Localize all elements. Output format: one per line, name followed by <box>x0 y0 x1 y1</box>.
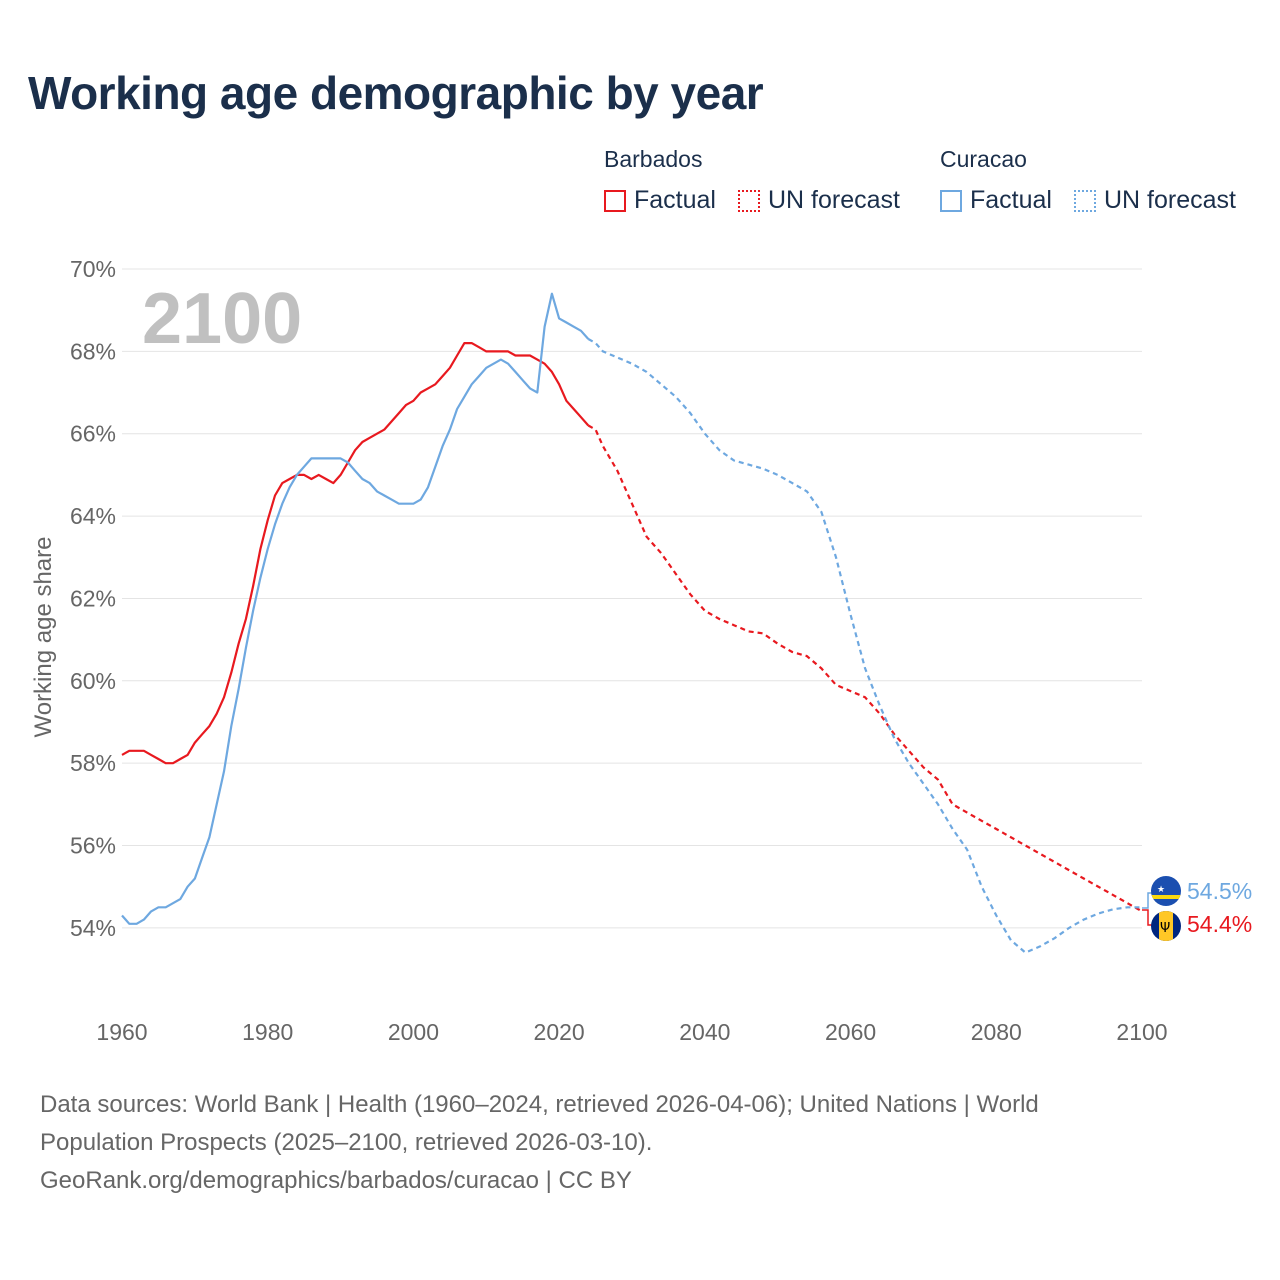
grid <box>122 268 1142 929</box>
legend-curacao-title: Curacao <box>940 146 1027 172</box>
legend-curacao-factual[interactable]: Factual <box>940 186 1052 215</box>
legend-label: UN forecast <box>768 186 900 214</box>
x-tick-label: 2100 <box>1116 1019 1167 1045</box>
year-watermark: 2100 <box>142 279 302 359</box>
legend-dotted-swatch <box>1074 189 1096 212</box>
svg-text:Ψ: Ψ <box>1160 921 1170 936</box>
barbados-factual-line <box>121 342 590 765</box>
source-note: Data sources: World Bank | Health (1960–… <box>40 1086 1240 1200</box>
x-tick-label: 1960 <box>96 1019 147 1045</box>
y-tick-label: 64% <box>70 503 116 529</box>
curacao-forecast-line <box>587 338 1142 954</box>
x-axis: 1960 1980 2000 2020 2040 2060 2080 2100 <box>96 1019 1167 1045</box>
legend-barbados-factual[interactable]: Factual <box>604 186 716 215</box>
x-tick-label: 1980 <box>242 1019 293 1045</box>
curacao-end-value: 54.5% <box>1187 878 1252 904</box>
x-tick-label: 2080 <box>971 1019 1022 1045</box>
legend-curacao-forecast[interactable]: UN forecast <box>1074 186 1236 215</box>
y-tick-label: 62% <box>70 585 116 611</box>
barbados-forecast-line <box>587 424 1143 913</box>
y-axis: 54% 56% 58% 60% 62% 64% 66% 68% 70% <box>70 256 116 941</box>
y-tick-label: 60% <box>70 668 116 694</box>
curacao-flag-icon: ★ <box>1151 876 1181 906</box>
series-lines <box>121 292 1143 954</box>
barbados-flag-icon: Ψ <box>1151 911 1181 941</box>
line-chart: 2100 54% 56% 58% 60% 62% 64% 66% 68% 70% 1960 198… <box>30 256 1252 1045</box>
legend-barbados-forecast[interactable]: UN forecast <box>738 186 900 215</box>
y-tick-label: 56% <box>70 833 116 859</box>
y-tick-label: 66% <box>70 421 116 447</box>
legend-label: Factual <box>970 186 1052 214</box>
x-tick-label: 2040 <box>679 1019 730 1045</box>
legend-dotted-swatch <box>738 189 760 212</box>
x-tick-label: 2020 <box>534 1019 585 1045</box>
y-axis-label: Working age share <box>30 537 57 738</box>
x-tick-label: 2000 <box>388 1019 439 1045</box>
legend-label: UN forecast <box>1104 186 1236 214</box>
x-tick-label: 2060 <box>825 1019 876 1045</box>
y-tick-label: 68% <box>70 338 116 364</box>
y-tick-label: 54% <box>70 915 116 941</box>
y-tick-label: 58% <box>70 750 116 776</box>
chart-title: Working age demographic by year <box>28 67 764 119</box>
source-line: Data sources: World Bank | Health (1960–… <box>40 1091 1039 1118</box>
barbados-end-value: 54.4% <box>1187 911 1252 937</box>
curacao-factual-line <box>121 292 590 925</box>
legend-solid-swatch <box>940 189 962 212</box>
source-line: Population Prospects (2025–2100, retriev… <box>40 1129 653 1156</box>
y-tick-label: 70% <box>70 256 116 282</box>
legend-label: Factual <box>634 186 716 214</box>
legend-barbados-title: Barbados <box>604 146 703 172</box>
svg-text:★: ★ <box>1157 885 1165 895</box>
legend-solid-swatch <box>604 189 626 212</box>
source-link[interactable]: GeoRank.org/demographics/barbados/curaca… <box>40 1167 632 1194</box>
